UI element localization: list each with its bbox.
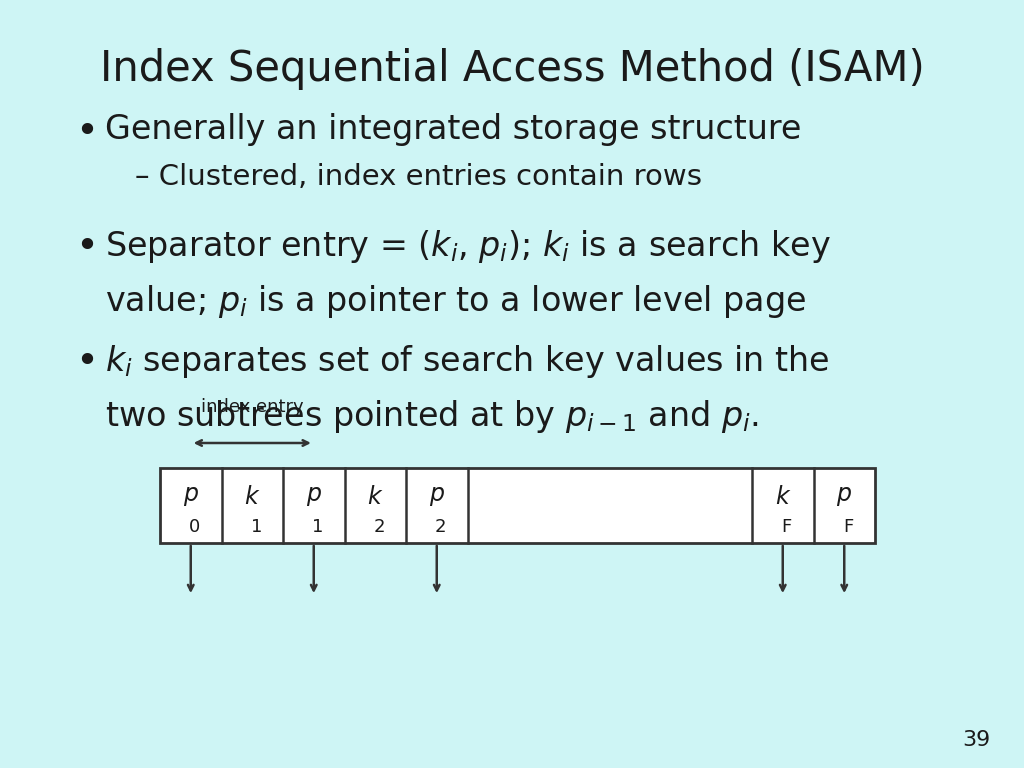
- Text: $k$: $k$: [774, 485, 791, 508]
- Text: •: •: [75, 228, 98, 266]
- Text: 39: 39: [962, 730, 990, 750]
- Text: 0: 0: [189, 518, 201, 535]
- Text: Index Sequential Access Method (ISAM): Index Sequential Access Method (ISAM): [99, 48, 925, 90]
- Text: two subtrees pointed at by $p_{i-1}$ and $p_i$.: two subtrees pointed at by $p_{i-1}$ and…: [105, 398, 759, 435]
- Text: $p$: $p$: [182, 485, 199, 508]
- Text: value; $p_i$ is a pointer to a lower level page: value; $p_i$ is a pointer to a lower lev…: [105, 283, 806, 320]
- Text: Generally an integrated storage structure: Generally an integrated storage structur…: [105, 113, 802, 146]
- Text: •: •: [75, 113, 98, 151]
- Text: F: F: [781, 518, 792, 535]
- Text: F: F: [843, 518, 853, 535]
- Text: •: •: [75, 343, 98, 381]
- Text: $p$: $p$: [429, 485, 444, 508]
- Text: $p$: $p$: [306, 485, 322, 508]
- Text: 2: 2: [374, 518, 385, 535]
- Text: $k_i$ separates set of search key values in the: $k_i$ separates set of search key values…: [105, 343, 829, 380]
- Text: Separator entry = ($k_i$, $p_i$); $k_i$ is a search key: Separator entry = ($k_i$, $p_i$); $k_i$ …: [105, 228, 830, 265]
- Text: 2: 2: [435, 518, 446, 535]
- Text: index entry: index entry: [201, 398, 303, 416]
- Text: $p$: $p$: [837, 485, 852, 508]
- Text: $k$: $k$: [244, 485, 260, 508]
- Text: $k$: $k$: [367, 485, 383, 508]
- Bar: [160, 468, 874, 543]
- Text: 1: 1: [251, 518, 262, 535]
- Text: – Clustered, index entries contain rows: – Clustered, index entries contain rows: [135, 163, 702, 191]
- Text: 1: 1: [312, 518, 324, 535]
